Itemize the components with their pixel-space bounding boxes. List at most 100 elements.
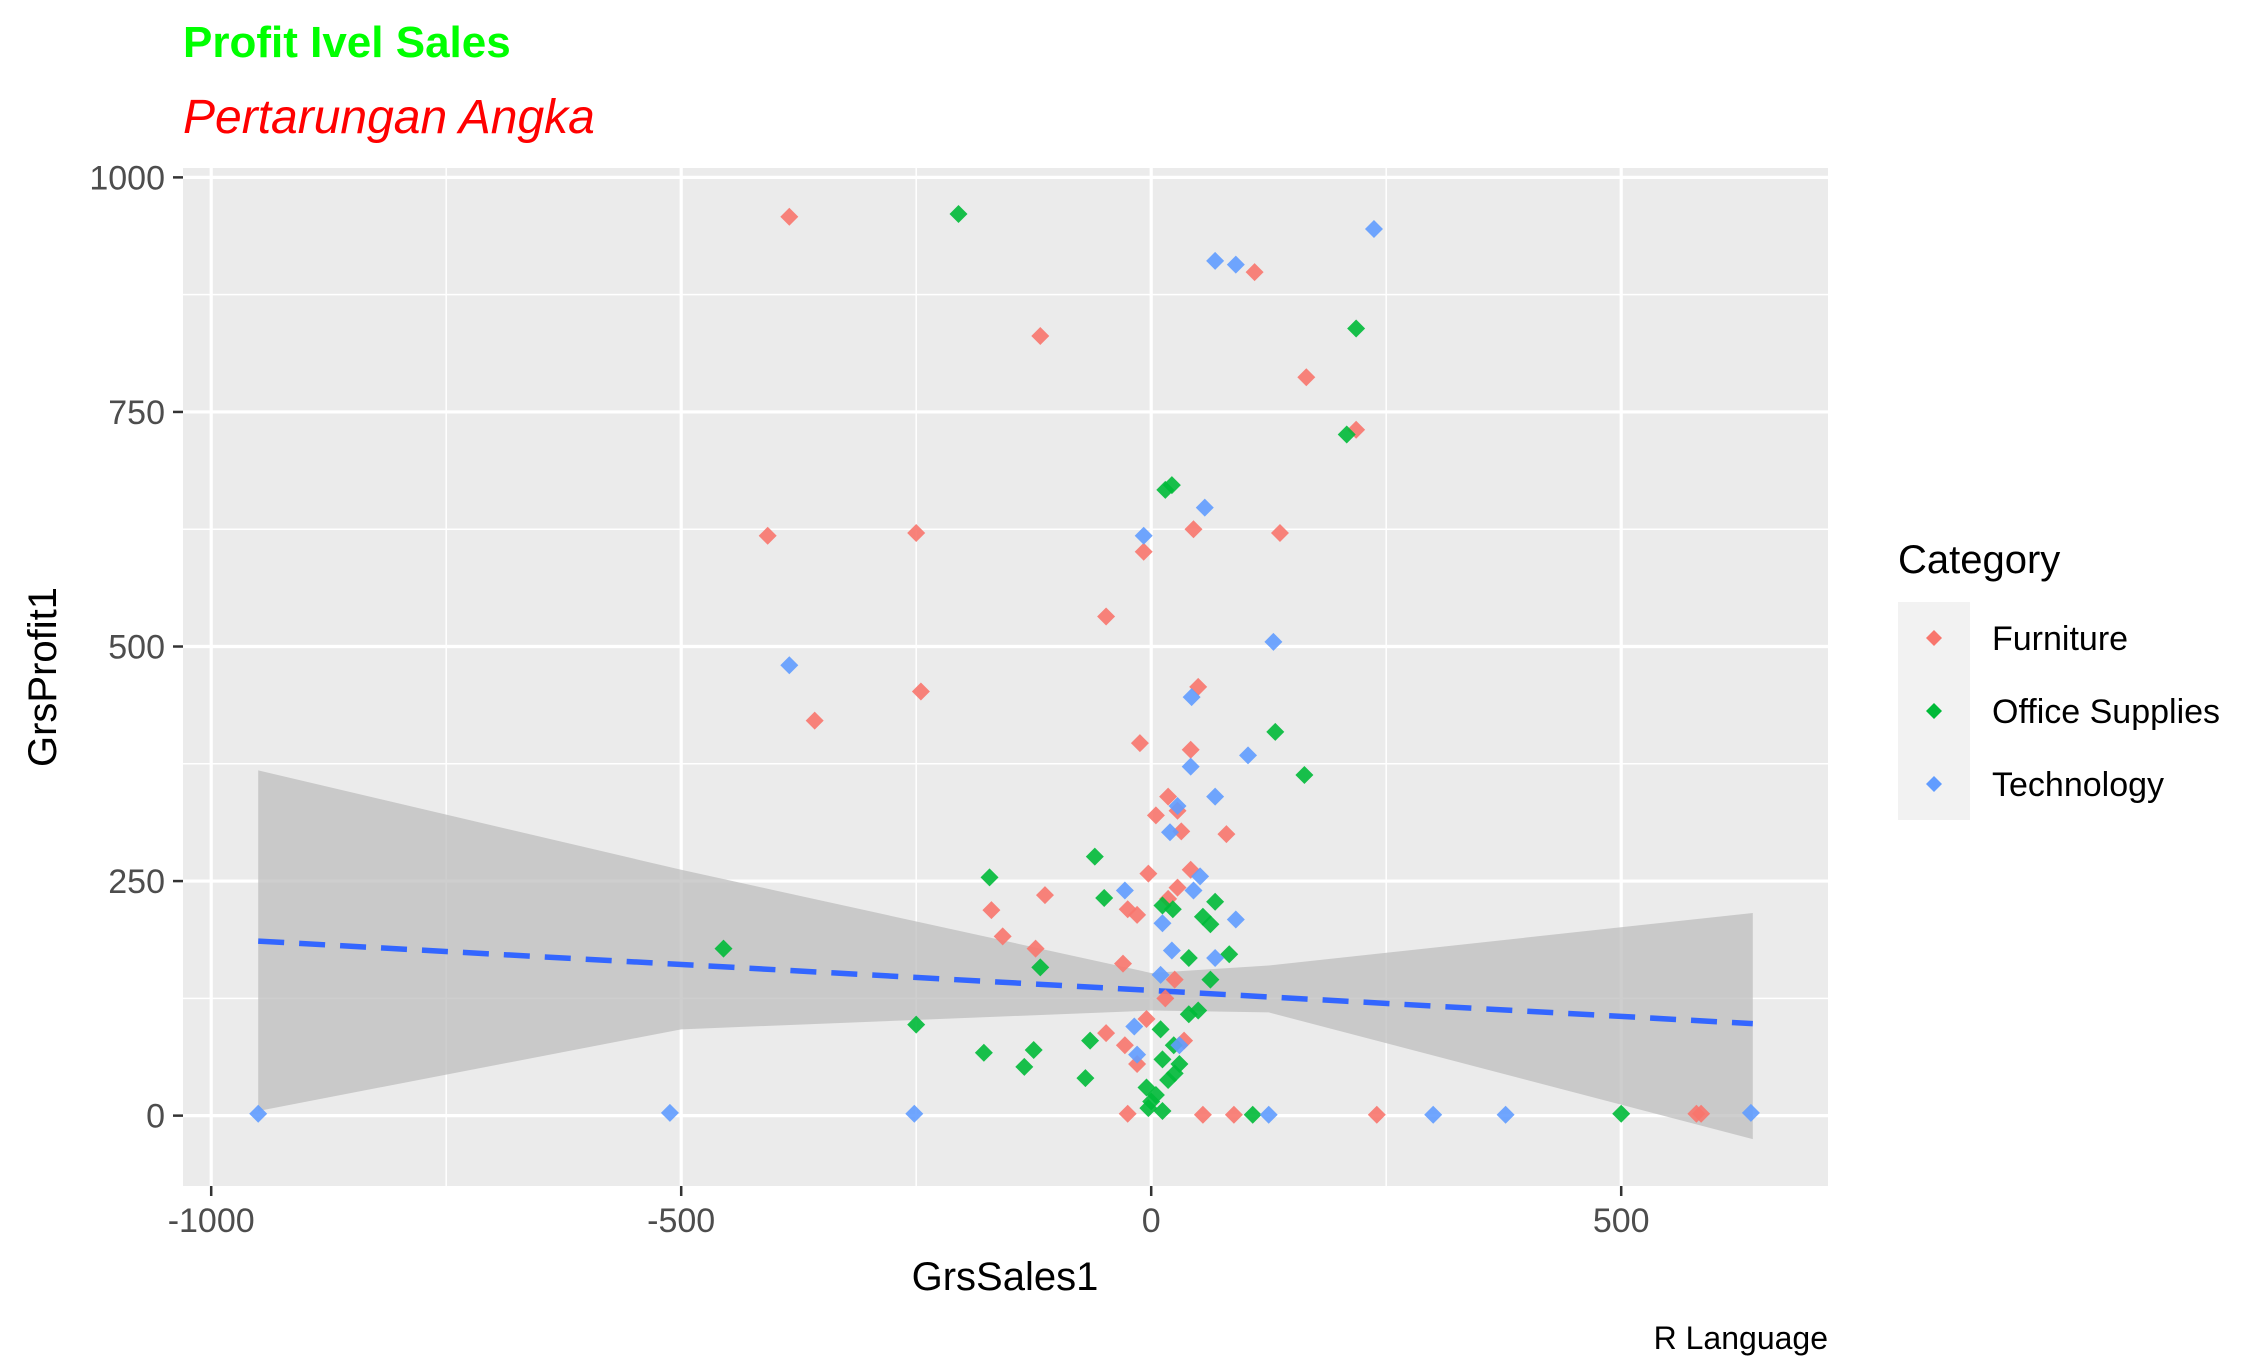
data-point-office-supplies (1153, 1050, 1172, 1069)
legend-label: Office Supplies (1992, 693, 2220, 731)
data-point-technology (1206, 949, 1225, 968)
legend-title: Category (1898, 538, 2060, 582)
data-point-furniture (1097, 1024, 1116, 1043)
y-axis-title: GrsProfit1 (21, 587, 65, 767)
data-point-furniture (1297, 368, 1316, 387)
data-point-office-supplies (1085, 847, 1104, 866)
data-point-furniture (1130, 734, 1149, 753)
data-point-technology (1184, 881, 1203, 900)
data-point-furniture (758, 526, 777, 545)
data-point-office-supplies (1201, 970, 1220, 989)
data-point-office-supplies (907, 1015, 926, 1034)
confidence-band (258, 770, 1753, 1140)
data-point-office-supplies (1179, 1005, 1198, 1024)
data-point-furniture (1159, 787, 1178, 806)
x-tick-label: -500 (647, 1202, 715, 1240)
data-points (249, 204, 1760, 1124)
data-point-technology (780, 656, 799, 675)
data-point-furniture (780, 207, 799, 226)
data-point-technology (1151, 965, 1170, 984)
chart-subtitle: Pertarungan Angka (183, 91, 595, 144)
data-point-technology (1741, 1103, 1760, 1122)
data-point-furniture (993, 927, 1012, 946)
data-point-technology (1168, 797, 1187, 816)
data-point-office-supplies (1612, 1104, 1631, 1123)
data-point-office-supplies (1024, 1040, 1043, 1059)
data-point-technology (1153, 914, 1172, 933)
data-point-furniture (1270, 523, 1289, 542)
data-point-furniture (1146, 806, 1165, 825)
data-point-furniture (1181, 740, 1200, 759)
chart-title: Profit Ivel Sales (183, 18, 511, 67)
data-point-technology (1170, 1036, 1189, 1055)
data-point-furniture (1692, 1104, 1711, 1123)
data-point-technology (1125, 1017, 1144, 1036)
data-point-technology (1226, 910, 1245, 929)
legend-key-technology (1926, 776, 1942, 792)
data-point-furniture (1367, 1105, 1386, 1124)
data-point-office-supplies (1266, 722, 1285, 741)
data-point-office-supplies (1163, 900, 1182, 919)
legend-key-furniture (1926, 630, 1942, 646)
y-tick-label: 500 (108, 629, 165, 667)
y-tick-label: 750 (108, 394, 165, 432)
x-tick-label: 500 (1593, 1202, 1650, 1240)
data-point-furniture (1172, 822, 1191, 841)
legend-label: Technology (1992, 766, 2164, 804)
data-point-technology (1264, 632, 1283, 651)
data-point-office-supplies (1153, 1101, 1172, 1120)
trend-line-group (258, 938, 1753, 1027)
data-point-furniture (1114, 954, 1132, 973)
data-point-technology (660, 1103, 679, 1122)
data-point-furniture (911, 682, 930, 701)
y-tick-label: 0 (146, 1098, 165, 1136)
data-point-technology (1181, 757, 1200, 776)
data-point-office-supplies (1179, 949, 1198, 968)
data-point-technology (1364, 219, 1383, 238)
x-tick-label: 0 (1142, 1202, 1161, 1240)
confidence-band-group (258, 770, 1753, 1140)
data-point-furniture (1139, 864, 1158, 883)
data-point-office-supplies (974, 1043, 993, 1062)
data-point-office-supplies (1170, 1055, 1189, 1074)
data-point-furniture (805, 711, 824, 730)
data-point-furniture (1118, 1104, 1137, 1123)
data-point-office-supplies (1031, 958, 1050, 977)
data-point-technology (1182, 688, 1201, 707)
data-point-office-supplies (1206, 892, 1225, 911)
data-point-technology (1195, 498, 1214, 517)
data-point-furniture (907, 523, 926, 542)
data-point-furniture (1115, 1036, 1134, 1055)
data-point-office-supplies (1095, 888, 1114, 907)
data-point-furniture (1193, 1105, 1212, 1124)
data-point-technology (249, 1104, 268, 1123)
data-point-technology (1134, 526, 1153, 545)
data-point-office-supplies (1076, 1069, 1095, 1088)
data-point-technology (1162, 941, 1181, 960)
data-point-technology (1206, 787, 1225, 806)
data-point-furniture (1168, 878, 1187, 897)
data-point-technology (1161, 823, 1179, 842)
data-point-office-supplies (1162, 476, 1181, 495)
data-point-office-supplies (1146, 1085, 1165, 1104)
data-point-furniture (1165, 970, 1184, 989)
data-point-furniture (1137, 1009, 1156, 1028)
data-point-furniture (1224, 1105, 1243, 1124)
data-point-office-supplies (980, 868, 999, 887)
data-point-office-supplies (1139, 1099, 1158, 1118)
data-point-technology (1226, 255, 1245, 274)
chart-caption: R Language (1654, 1320, 1828, 1356)
data-point-technology (1424, 1105, 1443, 1124)
y-tick-label: 1000 (89, 159, 165, 197)
y-tick-label: 250 (108, 863, 165, 901)
trend-line (258, 938, 1753, 1027)
legend-items: Furniture Office Supplies Technology (1926, 620, 2220, 804)
data-point-furniture (1026, 939, 1045, 958)
data-point-furniture (1245, 263, 1264, 282)
legend: Category Furniture Office Supplies Technol… (1898, 538, 2220, 820)
data-point-technology (905, 1104, 924, 1123)
data-point-technology (1239, 746, 1258, 765)
data-point-technology (1496, 1105, 1515, 1124)
data-point-office-supplies (949, 204, 968, 223)
